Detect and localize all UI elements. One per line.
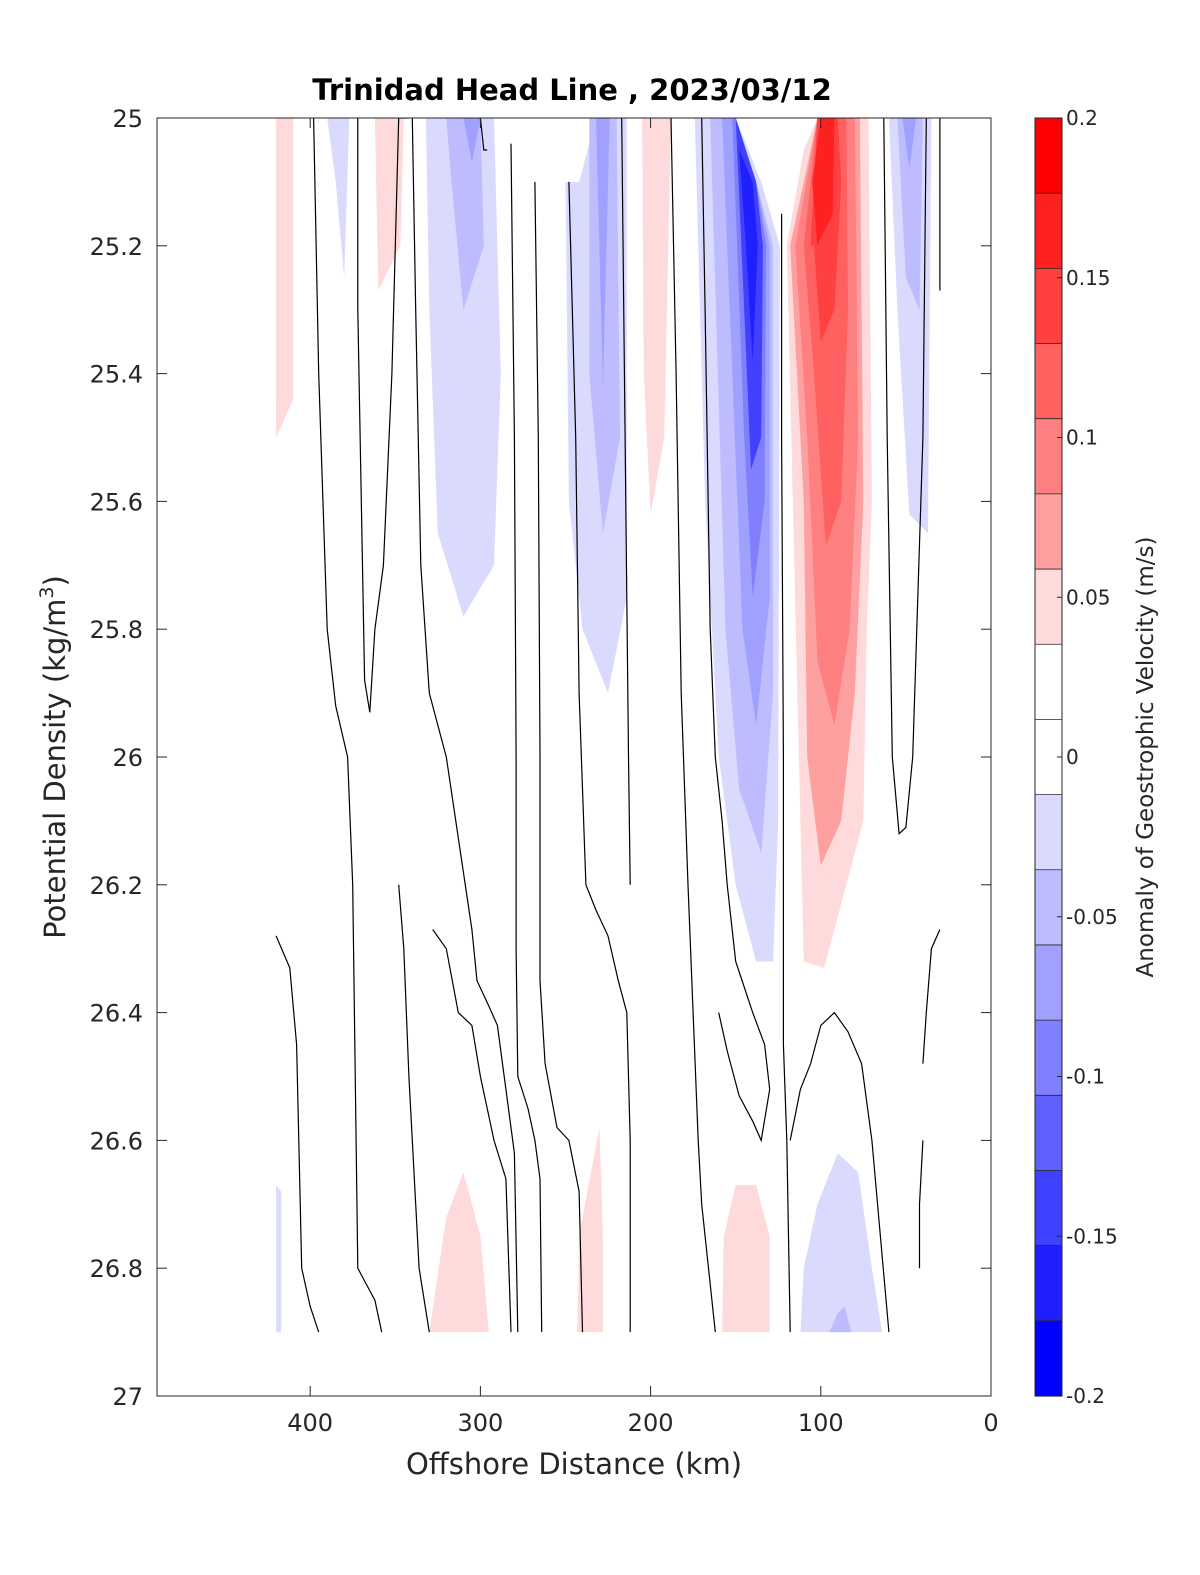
zero-contour-line-8 <box>534 181 584 1333</box>
zero-contour-line-0 <box>275 935 320 1333</box>
x-tick-label: 200 <box>628 1409 674 1437</box>
colorbar-tick-label: 0 <box>1066 745 1079 769</box>
x-axis-title: Offshore Distance (km) <box>406 1447 742 1481</box>
colorbar-tick-label: 0.05 <box>1066 585 1111 609</box>
zero-contour-line-4 <box>398 884 430 1333</box>
colorbar-tick-label: -0.1 <box>1066 1065 1105 1089</box>
zero-contour-line-18 <box>922 929 941 1064</box>
chart-title: Trinidad Head Line , 2023/03/12 <box>312 73 832 107</box>
colorbar-segment <box>1035 1320 1062 1397</box>
zero-contour-line-9 <box>568 181 631 1333</box>
zero-contour-line-11 <box>670 118 716 1333</box>
zero-contour-line-5 <box>432 929 512 1333</box>
y-tick-label: 26 <box>112 744 143 772</box>
contour-region-9 <box>642 118 671 515</box>
y-tick-label: 25.8 <box>90 616 143 644</box>
contour-fill-regions <box>276 118 932 1333</box>
colorbar-segment <box>1035 569 1062 645</box>
y-axis-title-end: ) <box>38 575 72 586</box>
y-tick-label: 25.4 <box>90 361 143 389</box>
contour-region-29 <box>800 1153 883 1333</box>
colorbar-segment <box>1035 1170 1062 1247</box>
contour-region-2 <box>327 118 350 278</box>
colorbar-segment <box>1035 869 1062 946</box>
colorbar-segment <box>1035 944 1062 1021</box>
contour-region-28 <box>722 1185 770 1333</box>
contour-region-25 <box>276 1185 282 1333</box>
contour-region-1 <box>374 118 404 291</box>
colorbar-segment <box>1035 268 1062 345</box>
contour-region-24 <box>902 118 917 170</box>
contour-region-7 <box>589 118 620 534</box>
contour-region-5 <box>463 118 481 163</box>
zero-contour-line-16 <box>883 118 927 835</box>
y-tick-label: 26.4 <box>90 1000 143 1028</box>
zero-contour-line-19 <box>918 1140 924 1269</box>
colorbar: 0.2 0.15 0.1 0.05 0 -0.05 -0.1 -0.15 -0.2 <box>1034 106 1118 1408</box>
y-tick-label: 25.6 <box>90 488 143 516</box>
colorbar-segment <box>1035 1095 1062 1172</box>
y-axis-title: Potential Density (kg/m3) <box>36 575 72 939</box>
y-axis-title-superscript: 3 <box>36 586 58 598</box>
colorbar-segment <box>1035 193 1062 269</box>
zero-contour-line-6 <box>479 118 488 151</box>
colorbar-title: Anomaly of Geostrophic Velocity (m/s) <box>1133 537 1159 978</box>
contour-region-8 <box>596 118 610 387</box>
colorbar-segment <box>1035 1245 1062 1322</box>
zero-contour-line-10 <box>621 118 631 885</box>
x-axis-ticks: 400 300 200 100 0 <box>287 118 999 1437</box>
zero-contour-line-1 <box>313 118 383 1333</box>
y-tick-label: 27 <box>112 1383 143 1411</box>
colorbar-segment <box>1035 493 1062 570</box>
contour-region-21 <box>812 118 835 246</box>
y-axis-title-main: Potential Density (kg/m <box>38 599 72 939</box>
colorbar-segment <box>1035 118 1062 194</box>
contour-region-15 <box>739 150 758 361</box>
contour-region-4 <box>446 118 484 310</box>
colorbar-segment <box>1035 794 1062 871</box>
zero-contour-line-2 <box>357 118 409 713</box>
x-tick-label: 400 <box>287 1409 333 1437</box>
zero-contour-line-12 <box>701 118 771 1090</box>
zero-contour-line-3 <box>411 118 519 1333</box>
contour-region-23 <box>897 118 923 310</box>
contour-region-26 <box>429 1172 489 1333</box>
colorbar-tick-label: 0.2 <box>1066 106 1098 130</box>
zero-contour-line-14 <box>780 213 791 1333</box>
colorbar-tick-label: 0.1 <box>1066 426 1098 450</box>
x-tick-label: 0 <box>983 1409 998 1437</box>
y-tick-label: 25.2 <box>90 233 143 261</box>
colorbar-tick-label: -0.05 <box>1066 905 1118 929</box>
y-axis-ticks: 25 25.2 25.4 25.6 25.8 26 26.2 26.4 26.6 26.8 27 <box>90 105 991 1411</box>
colorbar-segment <box>1035 1020 1062 1096</box>
zero-contour-line-13 <box>718 1012 771 1143</box>
colorbar-tick-label: -0.2 <box>1066 1384 1105 1408</box>
colorbar-segment <box>1035 418 1062 495</box>
zero-contour-line-7 <box>510 143 543 1333</box>
x-tick-label: 300 <box>457 1409 503 1437</box>
contour-region-27 <box>577 1127 603 1333</box>
y-tick-label: 26.8 <box>90 1255 143 1283</box>
colorbar-segment <box>1035 644 1062 721</box>
zero-contour-lines <box>275 118 941 1333</box>
y-tick-label: 26.2 <box>90 872 143 900</box>
x-tick-label: 100 <box>798 1409 844 1437</box>
zero-contour-line-15 <box>789 1011 890 1333</box>
colorbar-segment <box>1035 343 1062 420</box>
y-tick-label: 26.6 <box>90 1127 143 1155</box>
y-tick-label: 25 <box>112 105 143 133</box>
contour-region-0 <box>276 118 294 438</box>
colorbar-tick-label: -0.15 <box>1066 1224 1118 1248</box>
colorbar-tick-label: 0.15 <box>1066 266 1111 290</box>
contour-region-30 <box>829 1306 852 1333</box>
